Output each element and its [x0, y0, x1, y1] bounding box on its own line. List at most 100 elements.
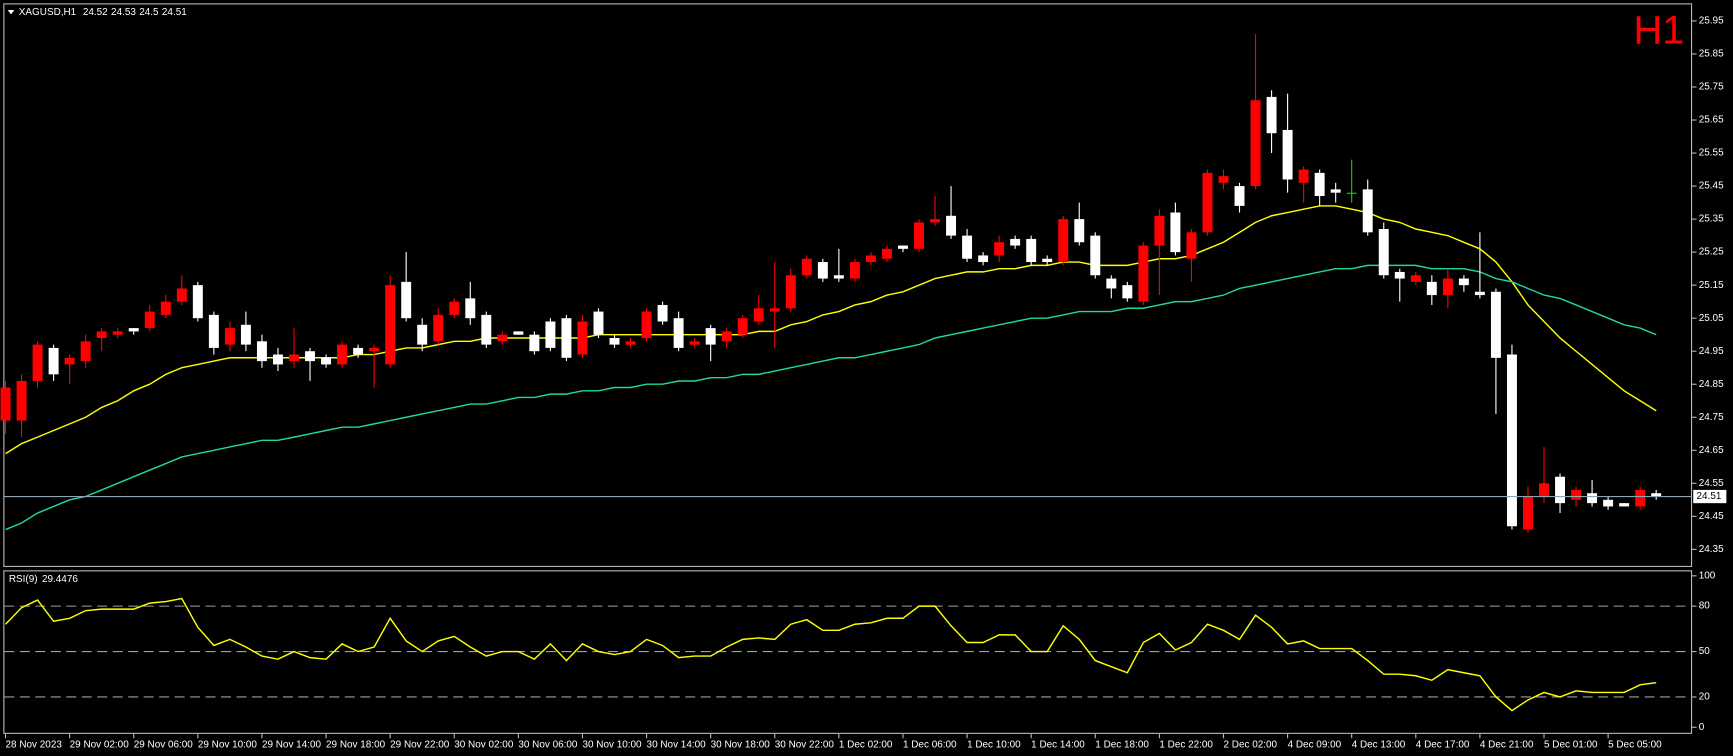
- candle-body: [321, 357, 332, 365]
- candle-body: [337, 344, 348, 365]
- candle-body: [1074, 219, 1085, 243]
- x-tick-label: 4 Dec 09:00: [1288, 740, 1342, 751]
- x-tick-label: 5 Dec 01:00: [1544, 740, 1598, 751]
- candle-body: [577, 321, 588, 355]
- y-tick-label: 25.55: [1699, 148, 1724, 159]
- candle-body: [96, 331, 107, 339]
- candle-body: [353, 347, 364, 355]
- candle-body: [609, 338, 620, 345]
- x-tick-label: 4 Dec 17:00: [1416, 740, 1470, 751]
- candle-body: [1619, 503, 1630, 507]
- candle-body: [1154, 215, 1165, 246]
- x-tick-label: 4 Dec 13:00: [1352, 740, 1406, 751]
- x-tick-label: 28 Nov 2023: [6, 740, 63, 751]
- rsi-header: RSI(9) 29.4476: [9, 574, 79, 585]
- candle-body: [1090, 235, 1101, 276]
- candle-body: [1010, 238, 1021, 246]
- candle-body: [1122, 285, 1133, 299]
- candle-body: [112, 331, 123, 335]
- y-tick-label: 25.05: [1699, 313, 1724, 324]
- candle-body: [289, 354, 299, 362]
- x-tick-label: 29 Nov 02:00: [70, 740, 130, 751]
- candle-body: [64, 357, 75, 365]
- candle-body: [1202, 172, 1213, 233]
- candle-body: [1603, 499, 1614, 507]
- candle-body: [128, 328, 139, 332]
- y-tick-label: 24.75: [1699, 412, 1724, 423]
- candle-body: [529, 334, 540, 352]
- candle-body: [769, 308, 780, 312]
- x-tick-label: 4 Dec 21:00: [1480, 740, 1534, 751]
- candle-body: [240, 324, 251, 345]
- y-tick-label: 25.25: [1699, 247, 1724, 258]
- candle-body: [817, 262, 828, 279]
- candle-body: [737, 318, 748, 335]
- candle-body: [48, 347, 59, 375]
- candle-body: [497, 334, 508, 342]
- candle-body: [673, 318, 684, 348]
- x-tick-label: 1 Dec 10:00: [967, 740, 1021, 751]
- x-tick-label: 2 Dec 02:00: [1223, 740, 1277, 751]
- candle-body: [208, 314, 219, 348]
- candle-body: [385, 285, 396, 365]
- candle-body: [1426, 281, 1437, 296]
- price-box-label: 24.51: [1697, 491, 1722, 502]
- candle-body: [849, 262, 860, 279]
- candle-body: [1474, 291, 1485, 296]
- candle-body: [16, 380, 27, 421]
- x-tick-label: 1 Dec 14:00: [1031, 740, 1085, 751]
- candle-body: [305, 351, 315, 362]
- x-tick-label: 29 Nov 10:00: [198, 740, 258, 751]
- x-tick-label: 5 Dec 05:00: [1608, 740, 1662, 751]
- y-tick-label: 25.75: [1699, 82, 1724, 93]
- rsi-current: 29.4476: [42, 574, 78, 585]
- candle-body: [753, 308, 764, 322]
- candle-body: [994, 242, 1005, 256]
- candle-body: [1442, 278, 1453, 296]
- header-low: 24.5: [139, 7, 159, 18]
- candle-body: [978, 255, 989, 263]
- candle-body: [1138, 245, 1149, 302]
- y-tick-label: 25.85: [1699, 49, 1724, 60]
- header-open: 24.52: [83, 7, 108, 18]
- candle-body: [1571, 489, 1582, 500]
- candle-body: [80, 341, 91, 362]
- candle-body: [1058, 219, 1069, 263]
- header-close: 24.51: [162, 7, 187, 18]
- candle-body: [401, 281, 412, 319]
- x-tick-label: 1 Dec 02:00: [839, 740, 893, 751]
- candle-body: [160, 301, 171, 315]
- candle-body: [1555, 476, 1566, 504]
- candle-body: [1170, 212, 1181, 253]
- candle-body: [1635, 489, 1646, 507]
- candle-body: [657, 304, 668, 322]
- candle-body: [32, 344, 43, 381]
- candle-body: [865, 255, 876, 263]
- candle-body: [1186, 232, 1197, 259]
- rsi-tick-label: 50: [1699, 646, 1711, 657]
- y-tick-label: 24.95: [1699, 346, 1724, 357]
- price-box: [1693, 489, 1727, 504]
- candle-body: [1490, 291, 1501, 358]
- candle-body: [833, 275, 844, 279]
- y-tick-label: 24.65: [1699, 445, 1724, 456]
- rsi-tick-label: 20: [1699, 692, 1711, 703]
- y-tick-label: 25.95: [1699, 16, 1724, 27]
- candle-body: [144, 311, 155, 329]
- timeframe-label: H1: [1634, 9, 1685, 53]
- y-tick-label: 25.45: [1699, 181, 1724, 192]
- candle-body: [545, 321, 556, 348]
- x-tick-label: 1 Dec 18:00: [1095, 740, 1149, 751]
- candle-body: [897, 245, 908, 249]
- x-tick-label: 1 Dec 22:00: [1159, 740, 1213, 751]
- rsi-tick-label: 80: [1699, 601, 1711, 612]
- candle-body: [705, 328, 716, 345]
- candle-body: [1394, 271, 1405, 279]
- candle-body: [449, 301, 460, 315]
- menu-triangle[interactable]: [7, 9, 15, 15]
- candle-body: [176, 288, 187, 302]
- candle-body: [721, 331, 732, 342]
- candle-body: [1458, 278, 1469, 286]
- x-tick-label: 30 Nov 10:00: [582, 740, 642, 751]
